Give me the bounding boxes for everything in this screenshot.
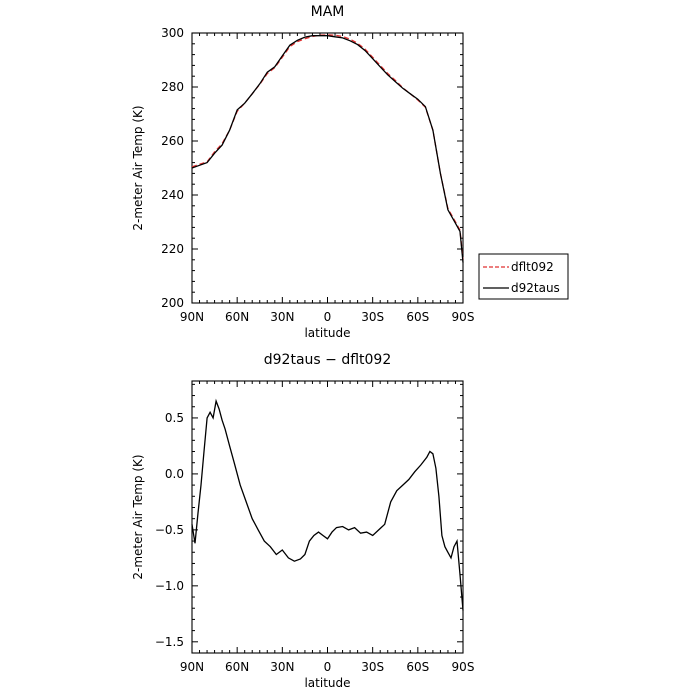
bottom-chart-title: d92taus − dflt092 [264, 352, 391, 368]
top-y-tick-label: 240 [161, 188, 184, 202]
plot-top: 90N 60N 30N 0 30S 60S 90S 200 220 240 260 280 300 MAM… [131, 4, 474, 340]
top-x-tick-label: 90N [180, 310, 204, 324]
top-x-tick-label: 60N [225, 310, 249, 324]
legend-box [478, 253, 569, 300]
top-x-tick-label: 90S [452, 310, 475, 324]
legend: dflt092 d92taus [478, 253, 569, 300]
bottom-y-tick-label: 0.0 [165, 467, 184, 481]
top-y-tick-label: 300 [161, 26, 184, 40]
bottom-x-tick-label: 30S [361, 660, 384, 674]
bottom-y-tick-label: −1.0 [155, 579, 184, 593]
bottom-x-tick-label: 30N [270, 660, 294, 674]
top-plot-frame [191, 32, 464, 304]
bottom-y-tick-label: −1.5 [155, 635, 184, 649]
top-x-tick-label: 0 [324, 310, 332, 324]
bottom-y-tick-label: −0.5 [155, 523, 184, 537]
top-x-axis-label: latitude [304, 326, 350, 340]
top-y-tick-label: 200 [161, 296, 184, 310]
bottom-y-axis-label: 2-meter Air Temp (K) [131, 454, 145, 579]
bottom-x-axis-label: latitude [304, 676, 350, 690]
legend-entry-dflt092: dflt092 [511, 260, 554, 274]
top-x-tick-label: 30N [270, 310, 294, 324]
bottom-x-tick-label: 90S [452, 660, 475, 674]
top-y-axis-label: 2-meter Air Temp (K) [131, 105, 145, 230]
top-y-tick-label: 260 [161, 134, 184, 148]
bottom-y-tick-label: 0.5 [165, 411, 184, 425]
top-series-d92taus-line [191, 35, 464, 263]
top-y-tick-label: 220 [161, 242, 184, 256]
bottom-x-tick-label: 60S [406, 660, 429, 674]
bottom-plot-frame [191, 380, 464, 654]
bottom-x-tick-label: 90N [180, 660, 204, 674]
top-series-dflt092-line [191, 34, 464, 260]
bottom-x-tick-label: 0 [324, 660, 332, 674]
top-x-tick-label: 60S [406, 310, 429, 324]
top-x-tick-label: 30S [361, 310, 384, 324]
top-y-tick-label: 280 [161, 80, 184, 94]
legend-entry-d92taus: d92taus [511, 281, 560, 295]
bottom-series-difference-line [191, 398, 464, 611]
top-chart-title: MAM [311, 4, 345, 20]
bottom-x-tick-label: 60N [225, 660, 249, 674]
plot-bottom: 90N 60N 30N 0 30S 60S 90S 0.5 0.0 −0.5 −1.0 −1.5 d92… [131, 352, 474, 690]
